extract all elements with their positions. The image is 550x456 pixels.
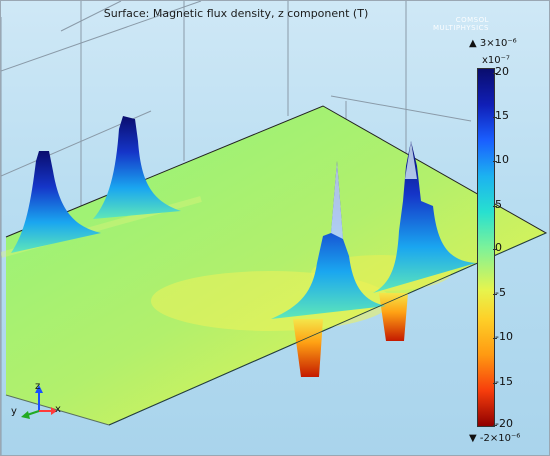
colorbar-tickmark	[493, 425, 497, 426]
colorbar-tickmark	[493, 249, 497, 250]
colorbar-tick-label: 0	[495, 241, 502, 254]
colorbar-tick-label: -10	[495, 330, 513, 343]
colorbar-tickmark	[493, 117, 497, 118]
colorbar-min-label: ▼ -2×10⁻⁶	[469, 433, 521, 444]
colorbar-max-label: ▲ 3×10⁻⁶	[469, 38, 517, 49]
colorbar-tickmark	[493, 338, 497, 339]
plot-title: Surface: Magnetic flux density, z compon…	[103, 7, 369, 20]
y-axis-arrow	[26, 410, 40, 416]
colorbar-tickmark	[493, 161, 497, 162]
peak-2	[93, 116, 181, 219]
peak-3	[271, 161, 386, 319]
colorbar-tick-label: 15	[495, 109, 509, 122]
colorbar-tickmark	[493, 206, 497, 207]
colorbar-exponent-label: x10⁻⁷	[482, 55, 510, 66]
logo-line-1: COMSOL	[455, 16, 489, 24]
peak-1	[11, 151, 101, 253]
colorbar	[477, 68, 495, 427]
x-axis-label: x	[55, 404, 61, 415]
z-axis-label: z	[35, 381, 40, 392]
colorbar-tick-label: -5	[495, 286, 506, 299]
colorbar-tick-label: -15	[495, 375, 513, 388]
colorbar-tick-label: -20	[495, 417, 513, 430]
trough-2	[379, 293, 408, 341]
comsol-logo: COMSOL MULTIPHYSICS	[433, 16, 489, 32]
axis-triad[interactable]: z x y	[1, 381, 81, 431]
colorbar-tickmark	[493, 73, 497, 74]
colorbar-tickmark	[493, 383, 497, 384]
colorbar-tick-label: 5	[495, 198, 502, 211]
logo-line-2: MULTIPHYSICS	[432, 24, 489, 32]
colorbar-tickmark	[493, 294, 497, 295]
peak-4	[373, 141, 476, 293]
trough-1	[293, 319, 323, 377]
colorbar-tick-label: 10	[495, 153, 509, 166]
colorbar-tick-label: 20	[495, 65, 509, 78]
y-axis-label: y	[11, 406, 17, 417]
